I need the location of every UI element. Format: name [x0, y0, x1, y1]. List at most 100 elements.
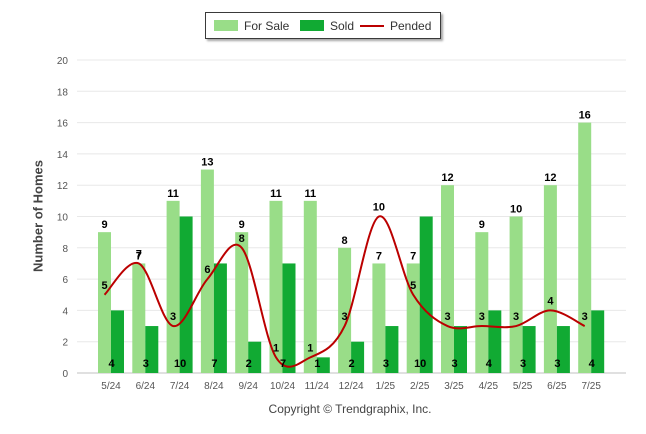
bar-sold[interactable] [522, 326, 536, 373]
x-tick-label: 4/25 [479, 381, 499, 392]
x-tick-label: 2/25 [410, 381, 430, 392]
bar-for-sale[interactable] [475, 232, 489, 373]
data-label-pended: 5 [410, 280, 416, 292]
x-tick-label: 12/24 [339, 381, 364, 392]
data-label-sold: 3 [520, 358, 526, 370]
data-label-sold: 3 [383, 358, 389, 370]
data-label-for-sale: 7 [410, 250, 416, 262]
legend-label-for-sale: For Sale [244, 19, 290, 33]
bar-sold[interactable] [179, 216, 193, 374]
bar-sold[interactable] [316, 357, 330, 373]
data-label-sold: 2 [349, 358, 355, 370]
data-label-for-sale: 11 [167, 188, 179, 200]
bar-sold[interactable] [248, 341, 262, 373]
x-tick-label: 5/25 [513, 381, 533, 392]
data-label-sold: 4 [589, 358, 596, 370]
x-tick-label: 5/24 [101, 381, 121, 392]
legend-label-sold: Sold [330, 19, 355, 33]
bar-for-sale[interactable] [303, 200, 317, 373]
data-label-for-sale: 12 [441, 172, 453, 184]
data-label-pended: 4 [547, 295, 554, 307]
bar-sold[interactable] [282, 263, 296, 373]
y-tick-label: 16 [57, 119, 69, 130]
data-label-for-sale: 13 [201, 157, 213, 169]
x-tick-label: 3/25 [444, 381, 464, 392]
data-label-pended: 1 [273, 342, 279, 354]
bars [98, 122, 605, 374]
y-tick-label: 14 [57, 150, 69, 161]
data-label-sold: 3 [143, 358, 149, 370]
data-label-sold: 2 [246, 358, 252, 370]
data-label-pended: 10 [373, 202, 385, 214]
bar-sold[interactable] [556, 326, 570, 373]
x-tick-label: 8/24 [204, 381, 224, 392]
x-tick-label: 6/24 [136, 381, 156, 392]
data-label-for-sale: 7 [376, 250, 382, 262]
data-label-pended: 3 [479, 311, 485, 323]
bar-for-sale[interactable] [132, 263, 146, 373]
bar-sold[interactable] [385, 326, 399, 373]
bar-for-sale[interactable] [200, 169, 214, 373]
data-label-pended: 3 [342, 311, 348, 323]
y-tick-label: 8 [62, 244, 68, 255]
y-axis-ticks: 0 2 4 6 8 10 12 14 16 18 20 [57, 56, 69, 380]
bar-for-sale[interactable] [98, 232, 111, 373]
data-label-sold: 4 [486, 358, 493, 370]
data-label-pended: 6 [204, 264, 210, 276]
data-label-sold: 3 [554, 358, 560, 370]
bar-for-sale[interactable] [269, 200, 283, 373]
legend-label-pended: Pended [390, 19, 432, 33]
data-label-pended: 3 [582, 311, 588, 323]
bar-for-sale[interactable] [166, 200, 180, 373]
data-label-sold: 7 [280, 358, 286, 370]
x-tick-label: 6/25 [547, 381, 567, 392]
data-label-for-sale: 16 [579, 110, 591, 122]
legend: For Sale Sold Pended [205, 12, 441, 39]
grid-lines [77, 59, 626, 374]
x-tick-label: 7/24 [170, 381, 190, 392]
data-label-pended: 5 [101, 280, 107, 292]
bar-sold[interactable] [351, 341, 365, 373]
bar-sold[interactable] [213, 263, 227, 373]
bar-sold[interactable] [591, 310, 605, 373]
x-tick-label: 7/25 [581, 381, 601, 392]
bar-sold[interactable] [145, 326, 159, 373]
data-label-for-sale: 12 [544, 172, 556, 184]
legend-swatch-sold [300, 20, 324, 31]
data-label-pended: 8 [239, 233, 245, 245]
y-tick-label: 10 [57, 213, 69, 224]
data-label-sold: 10 [174, 358, 186, 370]
bar-for-sale[interactable] [509, 216, 523, 374]
y-axis-title: Number of Homes [30, 160, 46, 272]
bar-for-sale[interactable] [578, 122, 592, 373]
bar-for-sale[interactable] [543, 185, 557, 373]
y-tick-label: 12 [57, 181, 69, 192]
data-label-for-sale: 9 [479, 219, 485, 231]
bar-sold[interactable] [454, 326, 467, 373]
y-tick-label: 0 [62, 369, 68, 380]
data-label-for-sale: 11 [270, 188, 282, 200]
bar-for-sale[interactable] [406, 263, 420, 373]
y-tick-label: 20 [57, 56, 69, 67]
data-label-sold: 7 [211, 358, 217, 370]
data-label-for-sale: 11 [304, 188, 316, 200]
data-label-pended: 7 [136, 248, 142, 260]
y-tick-label: 4 [62, 306, 68, 317]
bar-for-sale[interactable] [338, 247, 352, 373]
bar-for-sale[interactable] [441, 185, 454, 373]
data-label-pended: 3 [170, 311, 176, 323]
y-tick-label: 2 [62, 338, 68, 349]
pended-series-line[interactable] [103, 215, 586, 368]
bar-for-sale[interactable] [235, 232, 249, 373]
bar-sold[interactable] [111, 310, 124, 373]
legend-swatch-for-sale [214, 20, 238, 31]
data-label-pended: 3 [444, 311, 450, 323]
data-label-for-sale: 7 [136, 250, 142, 262]
bar-sold[interactable] [419, 216, 433, 374]
data-label-pended: 1 [307, 342, 313, 354]
pended-line [103, 215, 586, 368]
x-tick-label: 9/24 [238, 381, 258, 392]
bar-for-sale[interactable] [372, 263, 386, 373]
data-label-for-sale: 9 [101, 219, 107, 231]
